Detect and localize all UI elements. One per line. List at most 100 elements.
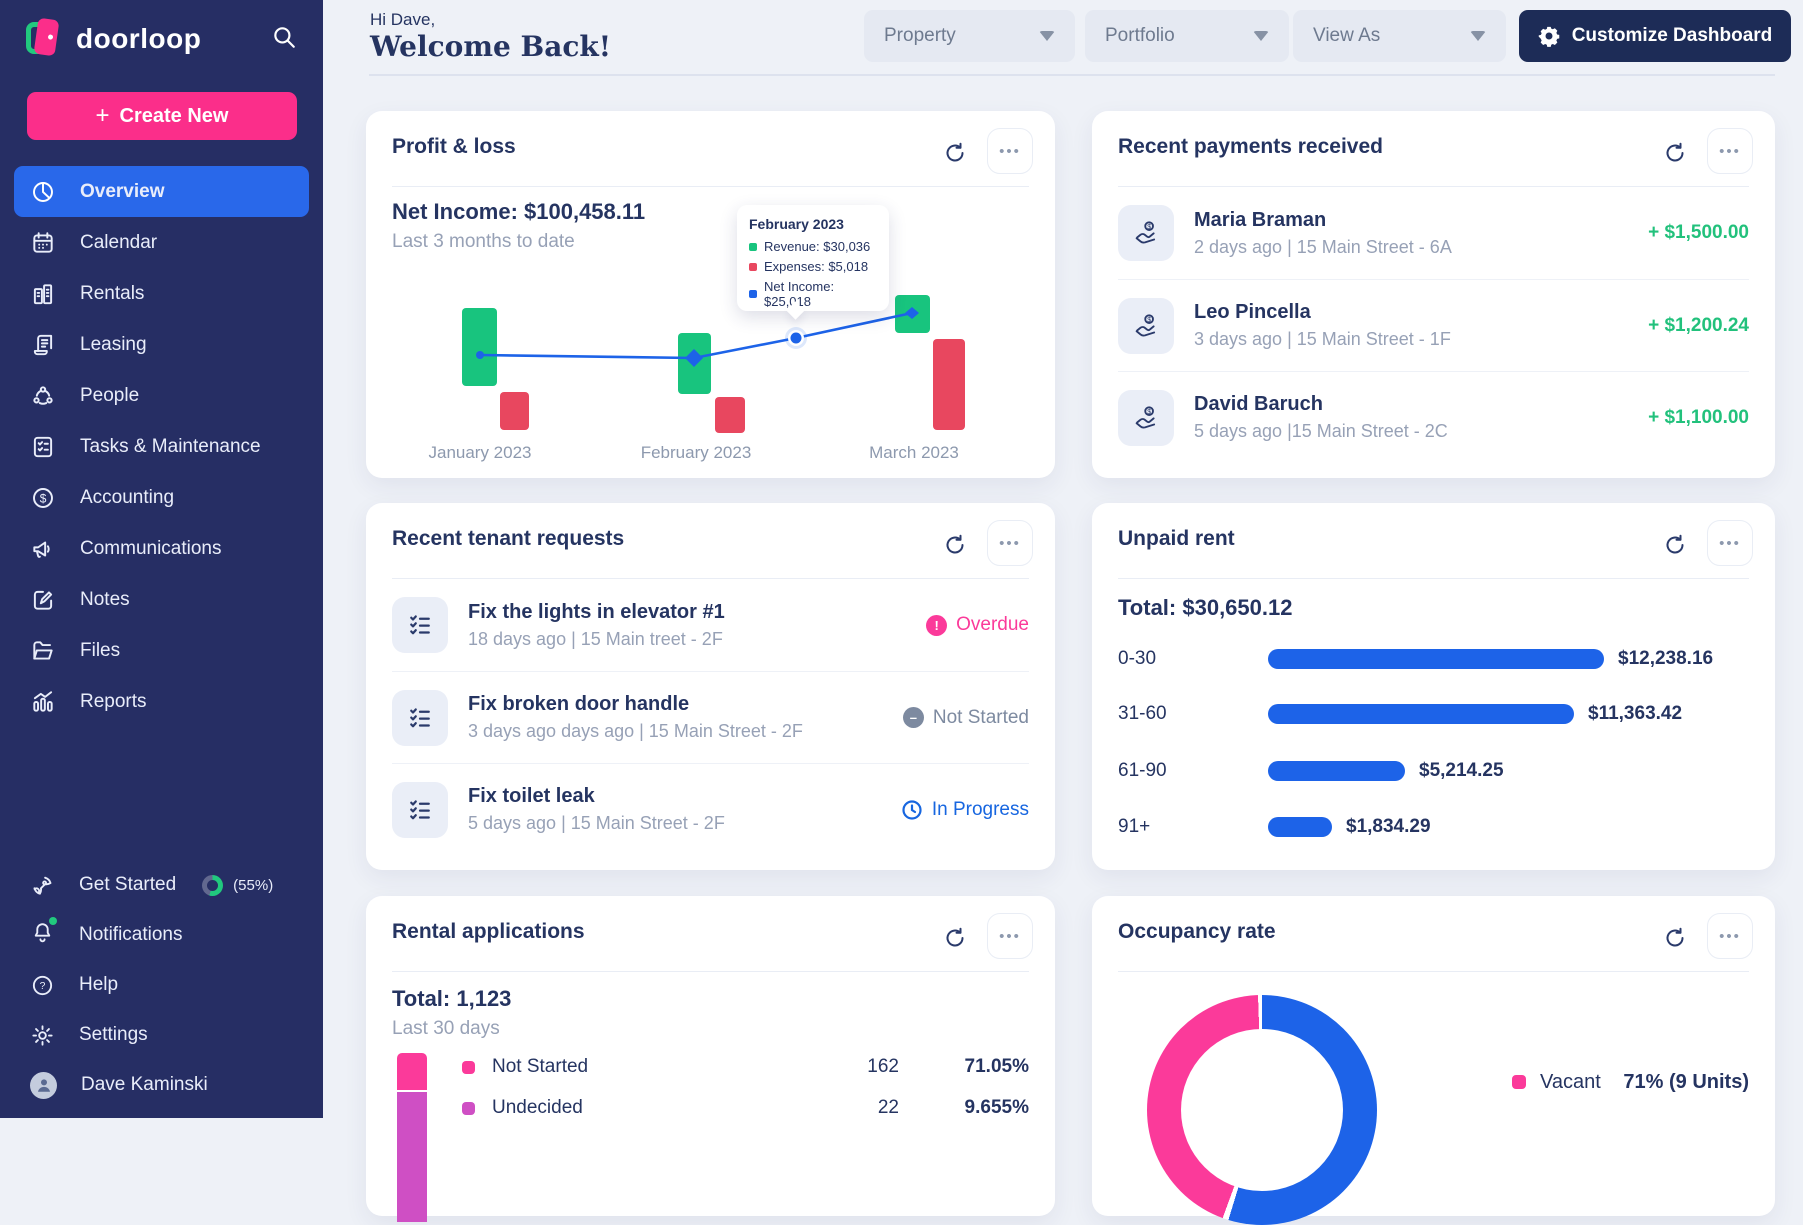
- sidebar-item-overview[interactable]: Overview: [14, 166, 309, 217]
- not-started-segment: [397, 1053, 427, 1090]
- chevron-down-icon: [1253, 31, 1269, 41]
- unpaid-bar: [1268, 704, 1574, 724]
- sidebar-item-tasks-maintenance[interactable]: Tasks & Maintenance: [14, 421, 309, 472]
- expenses-bar-january[interactable]: [500, 392, 529, 430]
- portfolio-filter-dropdown[interactable]: Portfolio: [1085, 10, 1289, 62]
- header-divider: [369, 74, 1775, 76]
- undecided-segment: [397, 1092, 427, 1222]
- tooltip-expenses-row: Expenses: $5,018: [749, 259, 877, 274]
- divider: [1118, 971, 1749, 972]
- customize-dashboard-button[interactable]: Customize Dashboard: [1519, 10, 1791, 62]
- greeting-text: Hi Dave,: [370, 10, 436, 29]
- tenant-requests-card: Recent tenant requests ••• Fix the light…: [366, 503, 1055, 870]
- sidebar-item-user[interactable]: Dave Kaminski: [0, 1060, 323, 1110]
- more-options-button[interactable]: •••: [987, 520, 1033, 566]
- hand-coin-icon: $: [1118, 297, 1174, 354]
- unpaid-row-61-90: 61-90 $5,214.25: [1118, 760, 1504, 781]
- net-income-period: Last 3 months to date: [392, 231, 575, 252]
- sidebar-item-settings[interactable]: Settings: [0, 1010, 323, 1060]
- vacant-legend-value: 71% (9 Units): [1623, 1070, 1749, 1093]
- occupancy-rate-card: Occupancy rate ••• Vacant 71% (9 Units): [1092, 896, 1775, 1225]
- refresh-icon[interactable]: [1663, 533, 1687, 562]
- applications-total: Total: 1,123: [392, 986, 512, 1011]
- profit-loss-card: Profit & loss ••• Net Income: $100,458.1…: [366, 111, 1055, 478]
- revenue-bar-february[interactable]: [678, 333, 711, 394]
- vacant-legend-dot: [1512, 1075, 1526, 1089]
- refresh-icon[interactable]: [943, 533, 967, 562]
- rocket-icon: [33, 876, 52, 895]
- search-icon[interactable]: [271, 24, 297, 55]
- more-options-button[interactable]: •••: [987, 913, 1033, 959]
- tooltip-revenue-row: Revenue: $30,036: [749, 239, 877, 254]
- more-options-button[interactable]: •••: [987, 128, 1033, 174]
- sidebar-item-help[interactable]: ? Help: [0, 960, 323, 1010]
- payment-row[interactable]: $ Maria Braman 2 days ago | 15 Main Stre…: [1118, 187, 1749, 279]
- expenses-bar-march[interactable]: [933, 339, 965, 430]
- status-badge-not-started: – Not Started: [902, 707, 1029, 729]
- applications-stacked-bar: [397, 1053, 427, 1222]
- chevron-down-icon: [1470, 31, 1486, 41]
- checklist-icon: [392, 597, 448, 653]
- payment-meta: 3 days ago | 15 Main Street - 1F: [1194, 329, 1451, 349]
- sidebar-item-leasing[interactable]: Leasing: [14, 319, 309, 370]
- page-title: Welcome Back!: [370, 30, 612, 63]
- payer-name: Leo Pincella: [1194, 301, 1311, 323]
- request-row[interactable]: Fix the lights in elevator #1 18 days ag…: [392, 579, 1029, 671]
- refresh-icon[interactable]: [943, 926, 967, 955]
- sidebar-item-people[interactable]: People: [14, 370, 309, 421]
- more-options-button[interactable]: •••: [1707, 913, 1753, 959]
- more-options-button[interactable]: •••: [1707, 128, 1753, 174]
- checklist-icon: [392, 689, 448, 746]
- unpaid-row-0-30: 0-30 $12,238.16: [1118, 648, 1714, 669]
- occupancy-donut-chart[interactable]: [1147, 995, 1377, 1225]
- svg-text:?: ?: [40, 981, 46, 992]
- sidebar-item-accounting[interactable]: $ Accounting: [14, 472, 309, 523]
- svg-text:$: $: [1147, 408, 1151, 415]
- expenses-bar-february[interactable]: [715, 397, 745, 433]
- divider: [392, 971, 1029, 972]
- sidebar-item-rentals[interactable]: Rentals: [14, 268, 309, 319]
- sidebar-item-get-started[interactable]: Get Started (55%): [0, 860, 323, 910]
- tooltip-title: February 2023: [749, 216, 844, 232]
- bar-chart-icon: [33, 690, 53, 712]
- sidebar-item-calendar[interactable]: Calendar: [14, 217, 309, 268]
- avatar: [30, 1071, 57, 1099]
- ellipsis-icon: •••: [999, 534, 1021, 552]
- payment-row[interactable]: $ Leo Pincella 3 days ago | 15 Main Stre…: [1118, 279, 1749, 371]
- payment-row[interactable]: $ David Baruch 5 days ago |15 Main Stree…: [1118, 371, 1749, 463]
- ellipsis-icon: •••: [1719, 534, 1741, 552]
- refresh-icon[interactable]: [1663, 141, 1687, 170]
- request-title: Fix toilet leak: [468, 785, 595, 807]
- more-options-button[interactable]: •••: [1707, 520, 1753, 566]
- recent-payments-card: Recent payments received ••• $ Maria Bra…: [1092, 111, 1775, 478]
- ellipsis-icon: •••: [999, 927, 1021, 945]
- payment-meta: 5 days ago |15 Main Street - 2C: [1194, 421, 1448, 441]
- folder-icon: [33, 640, 53, 660]
- request-row[interactable]: Fix toilet leak 5 days ago | 15 Main Str…: [392, 763, 1029, 855]
- create-new-button[interactable]: + Create New: [27, 92, 297, 140]
- refresh-icon[interactable]: [943, 141, 967, 170]
- unpaid-bar: [1268, 761, 1405, 781]
- megaphone-icon: [33, 541, 50, 558]
- request-meta: 18 days ago | 15 Main treet - 2F: [468, 628, 723, 649]
- revenue-bar-march[interactable]: [895, 295, 930, 333]
- card-title: Unpaid rent: [1118, 527, 1235, 550]
- sidebar-item-notifications[interactable]: Notifications: [0, 910, 323, 960]
- sidebar-item-notes[interactable]: Notes: [14, 574, 309, 625]
- ellipsis-icon: •••: [999, 142, 1021, 160]
- sidebar-item-files[interactable]: Files: [14, 625, 309, 676]
- sidebar-nav: Overview Calendar Rentals Leasing People…: [0, 166, 323, 727]
- property-filter-dropdown[interactable]: Property: [864, 10, 1075, 62]
- applications-period: Last 30 days: [392, 1018, 500, 1039]
- sidebar-item-reports[interactable]: Reports: [14, 676, 309, 727]
- request-row[interactable]: Fix broken door handle 3 days ago days a…: [392, 671, 1029, 763]
- view-as-filter-dropdown[interactable]: View As: [1293, 10, 1506, 62]
- refresh-icon[interactable]: [1663, 926, 1687, 955]
- revenue-bar-january[interactable]: [462, 308, 497, 386]
- vacant-legend-label: Vacant: [1540, 1070, 1601, 1093]
- hand-coin-icon: $: [1118, 205, 1174, 261]
- get-started-progress-ring: [202, 874, 224, 896]
- payment-amount: + $1,500.00: [1648, 222, 1749, 243]
- sidebar-item-communications[interactable]: Communications: [14, 523, 309, 574]
- rental-applications-card: Rental applications ••• Total: 1,123 Las…: [366, 896, 1055, 1222]
